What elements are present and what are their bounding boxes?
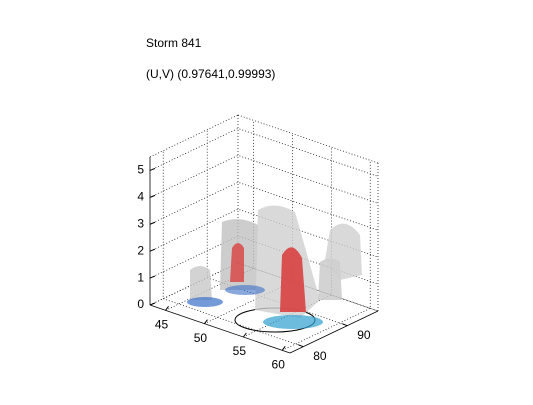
x-tick-label: 60 [272,358,286,372]
z-tick-label: 3 [137,216,144,230]
y-tick-label: 90 [357,328,371,342]
z-tick-label: 2 [137,243,144,257]
base-patch [187,297,223,307]
y-tick [298,344,304,348]
isosurfaces [187,205,362,333]
x-tick [165,306,169,311]
z-tick [149,167,156,171]
surface [230,243,244,282]
z-tick [149,221,156,225]
z-tick [149,302,156,306]
x-tick [281,346,286,351]
y-tick-label: 80 [313,349,327,363]
box-edge [149,114,239,158]
chart-subtitle: (U,V) (0.97641,0.99993) [146,67,275,81]
grid-line [206,129,348,327]
grid-line [149,128,379,177]
y-tick [342,323,348,327]
base-patch [263,315,323,329]
x-tick-label: 55 [233,344,247,358]
z-tick-label: 1 [137,270,144,284]
z-tick [149,275,156,279]
surface [280,247,306,312]
x-axis [149,304,291,354]
y-axis [289,310,379,354]
z-tick-label: 0 [137,297,144,311]
z-tick-label: 5 [137,163,144,177]
box-edge [237,114,379,164]
base-patch [225,285,265,295]
grid-line [162,150,304,348]
z-tick-label: 4 [137,190,144,204]
x-tick [204,319,208,324]
chart-title: Storm 841 [146,36,202,50]
x-tick [242,332,247,338]
z-tick [149,194,156,198]
x-tick-label: 50 [194,331,208,345]
grid-line [149,154,379,204]
surface [190,266,212,300]
surface [325,223,362,280]
z-tick [149,248,156,252]
x-tick-label: 45 [155,318,169,332]
